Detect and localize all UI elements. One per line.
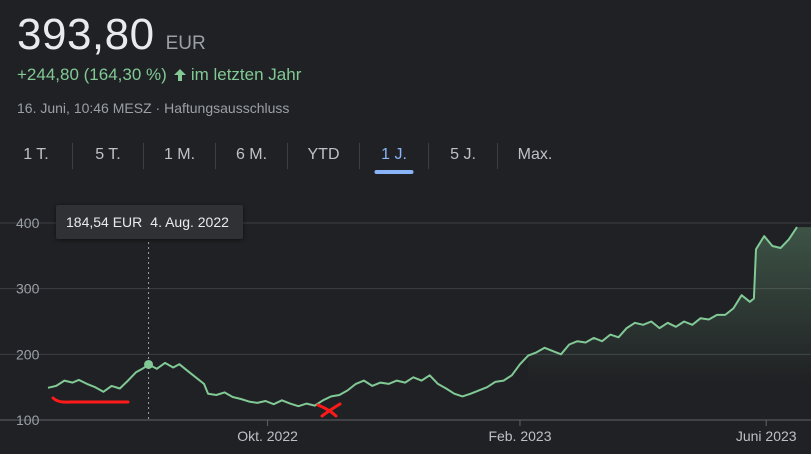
annotation-cross <box>316 402 342 418</box>
tab-1y[interactable]: 1 J. <box>360 138 428 174</box>
tab-divider <box>215 143 216 169</box>
tooltip-value: 184,54 EUR <box>66 214 143 230</box>
tab-1m[interactable]: 1 M. <box>163 146 196 163</box>
quote-timestamp: 16. Juni, 10:46 MESZ <box>17 100 152 116</box>
chart-tooltip: 184,54 EUR 4. Aug. 2022 <box>56 205 243 239</box>
tab-divider <box>287 143 288 169</box>
tab-5y[interactable]: 5 J. <box>450 146 476 163</box>
tab-divider <box>72 143 73 169</box>
price-header: 393,80 EUR <box>17 10 206 60</box>
change-period: im letzten Jahr <box>190 65 302 84</box>
annotation-underline <box>51 396 130 404</box>
current-price: 393,80 <box>17 10 155 59</box>
tab-divider <box>143 143 144 169</box>
y-tick-label: 300 <box>16 281 40 297</box>
y-tick-label: 200 <box>16 346 40 362</box>
arrow-up-icon <box>173 68 187 82</box>
hover-point <box>144 359 154 369</box>
price-line <box>47 226 798 408</box>
tab-6m[interactable]: 6 M. <box>235 146 268 163</box>
tab-max[interactable]: Max. <box>517 146 553 163</box>
currency-label: EUR <box>165 33 206 54</box>
x-axis: Okt. 2022 Feb. 2023 Juni 2023 <box>237 420 797 444</box>
x-tick-label: Juni 2023 <box>736 428 797 444</box>
price-area <box>528 227 811 380</box>
quote-meta: 16. Juni, 10:46 MESZ · Haftungsausschlus… <box>17 100 289 116</box>
range-tabs: 1 T. 5 T. 1 M. 6 M. YTD 1 J. 5 J. Max. <box>0 138 572 174</box>
tab-divider <box>497 143 498 169</box>
price-change: +244,80 (164,30 %) im letzten Jahr <box>17 65 301 85</box>
price-chart[interactable]: Okt. 2022 Feb. 2023 Juni 2023 100 200 300 400 <box>0 200 811 454</box>
tab-5d[interactable]: 5 T. <box>95 146 121 163</box>
tab-divider <box>428 143 429 169</box>
meta-separator: · <box>155 100 161 116</box>
chart-grid <box>0 222 811 421</box>
y-axis: 100 200 300 400 <box>16 215 40 428</box>
y-tick-label: 100 <box>16 412 40 428</box>
tab-1d[interactable]: 1 T. <box>23 146 49 163</box>
x-tick-label: Okt. 2022 <box>237 428 298 444</box>
x-tick-label: Feb. 2023 <box>488 428 551 444</box>
tooltip-date: 4. Aug. 2022 <box>150 214 229 230</box>
y-tick-label: 400 <box>16 215 40 231</box>
tab-ytd[interactable]: YTD <box>307 146 340 163</box>
change-value: +244,80 (164,30 %) <box>17 65 167 84</box>
disclaimer-link[interactable]: Haftungsausschluss <box>164 100 290 116</box>
